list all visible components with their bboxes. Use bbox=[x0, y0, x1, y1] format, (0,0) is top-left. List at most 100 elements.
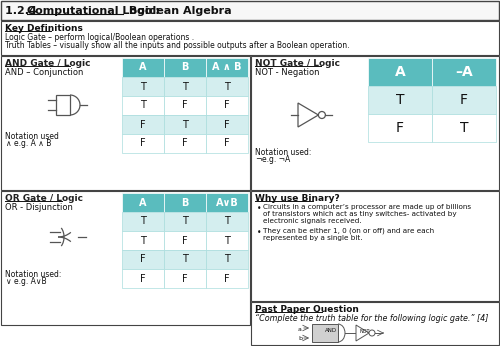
Text: OR - Disjunction: OR - Disjunction bbox=[5, 203, 73, 212]
Text: e.g. A∨B: e.g. A∨B bbox=[14, 277, 46, 286]
Bar bbox=[122, 212, 164, 231]
Text: Notation used: Notation used bbox=[5, 132, 59, 141]
Text: Key Definitions: Key Definitions bbox=[5, 24, 83, 33]
Text: represented by a single bit.: represented by a single bit. bbox=[263, 235, 362, 241]
Bar bbox=[206, 77, 248, 96]
Text: ¬: ¬ bbox=[255, 155, 262, 164]
Text: “Complete the truth table for the following logic gate.” [4]: “Complete the truth table for the follow… bbox=[255, 314, 488, 323]
Bar bbox=[122, 134, 164, 153]
Bar bbox=[122, 77, 164, 96]
Text: F: F bbox=[182, 100, 188, 110]
Bar bbox=[164, 115, 206, 134]
Bar bbox=[122, 96, 164, 115]
Bar bbox=[164, 96, 206, 115]
Text: –A: –A bbox=[455, 65, 473, 79]
Text: T: T bbox=[182, 217, 188, 227]
Bar bbox=[122, 193, 164, 212]
Text: F: F bbox=[182, 273, 188, 283]
Text: F: F bbox=[182, 138, 188, 148]
Text: Notation used:: Notation used: bbox=[5, 270, 62, 279]
Text: 1.2.4: 1.2.4 bbox=[5, 6, 41, 16]
Bar bbox=[122, 250, 164, 269]
Text: B: B bbox=[182, 198, 188, 208]
Bar bbox=[312, 324, 338, 342]
Bar bbox=[122, 269, 164, 288]
Text: AND Gate / Logic: AND Gate / Logic bbox=[5, 59, 90, 68]
Text: T: T bbox=[182, 82, 188, 91]
Text: of transistors which act as tiny switches- activated by: of transistors which act as tiny switche… bbox=[263, 211, 456, 217]
Bar bbox=[206, 134, 248, 153]
Text: T: T bbox=[182, 119, 188, 129]
Text: •: • bbox=[257, 228, 262, 237]
Text: Logic Gate – perform logical/Boolean operations .: Logic Gate – perform logical/Boolean ope… bbox=[5, 33, 194, 42]
Text: NOT: NOT bbox=[359, 329, 370, 334]
Text: Computational Logic:: Computational Logic: bbox=[27, 6, 160, 16]
Bar bbox=[206, 115, 248, 134]
Text: F: F bbox=[140, 255, 146, 264]
Text: F: F bbox=[224, 100, 230, 110]
Bar bbox=[122, 231, 164, 250]
Bar bbox=[251, 302, 499, 345]
Bar bbox=[1, 1, 499, 20]
Polygon shape bbox=[356, 325, 369, 341]
Text: A ∧ B: A ∧ B bbox=[212, 63, 242, 73]
Bar bbox=[206, 269, 248, 288]
Text: ∧: ∧ bbox=[5, 139, 10, 148]
Bar bbox=[164, 231, 206, 250]
Text: F: F bbox=[140, 138, 146, 148]
Text: ∨: ∨ bbox=[5, 277, 10, 286]
Bar bbox=[56, 95, 70, 115]
Text: F: F bbox=[224, 273, 230, 283]
Bar bbox=[1, 21, 499, 55]
Text: T: T bbox=[224, 82, 230, 91]
Bar bbox=[206, 212, 248, 231]
Text: F: F bbox=[182, 236, 188, 246]
Text: A: A bbox=[394, 65, 406, 79]
Bar bbox=[432, 86, 496, 114]
Bar bbox=[206, 58, 248, 77]
Bar bbox=[164, 58, 206, 77]
Text: F: F bbox=[224, 119, 230, 129]
Text: F: F bbox=[224, 138, 230, 148]
Bar bbox=[164, 134, 206, 153]
Text: F: F bbox=[140, 273, 146, 283]
Text: e.g. ¬A: e.g. ¬A bbox=[262, 155, 290, 164]
Text: B: B bbox=[182, 63, 188, 73]
Text: NOT - Negation: NOT - Negation bbox=[255, 68, 320, 77]
Bar bbox=[122, 115, 164, 134]
Circle shape bbox=[318, 111, 326, 118]
Text: T: T bbox=[182, 255, 188, 264]
Text: a: a bbox=[298, 327, 302, 332]
Text: F: F bbox=[460, 93, 468, 107]
Text: They can be either 1, 0 (on or off) and are each: They can be either 1, 0 (on or off) and … bbox=[263, 228, 434, 235]
Text: T: T bbox=[460, 121, 468, 135]
Text: e.g. A ∧ B: e.g. A ∧ B bbox=[14, 139, 52, 148]
Bar bbox=[206, 250, 248, 269]
Text: T: T bbox=[224, 255, 230, 264]
Text: A: A bbox=[139, 198, 147, 208]
Bar bbox=[368, 86, 432, 114]
Bar bbox=[1, 191, 250, 325]
Text: Past Paper Question: Past Paper Question bbox=[255, 305, 359, 314]
Bar bbox=[164, 269, 206, 288]
Circle shape bbox=[369, 330, 375, 336]
Text: T: T bbox=[140, 236, 146, 246]
Polygon shape bbox=[298, 103, 318, 127]
Text: Truth Tables – visually show all the inputs and possible outputs after a Boolean: Truth Tables – visually show all the inp… bbox=[5, 41, 350, 50]
Text: •: • bbox=[257, 204, 262, 213]
Text: Notation used:: Notation used: bbox=[255, 148, 312, 157]
Text: T: T bbox=[224, 217, 230, 227]
Bar bbox=[206, 96, 248, 115]
Bar bbox=[432, 114, 496, 142]
Bar bbox=[122, 58, 164, 77]
Text: T: T bbox=[140, 82, 146, 91]
Bar bbox=[164, 193, 206, 212]
Text: AND: AND bbox=[325, 328, 337, 333]
Bar bbox=[432, 58, 496, 86]
Bar bbox=[1, 56, 250, 190]
Text: F: F bbox=[396, 121, 404, 135]
Bar bbox=[368, 114, 432, 142]
Bar bbox=[206, 193, 248, 212]
Text: OR Gate / Logic: OR Gate / Logic bbox=[5, 194, 83, 203]
Bar bbox=[251, 191, 499, 301]
